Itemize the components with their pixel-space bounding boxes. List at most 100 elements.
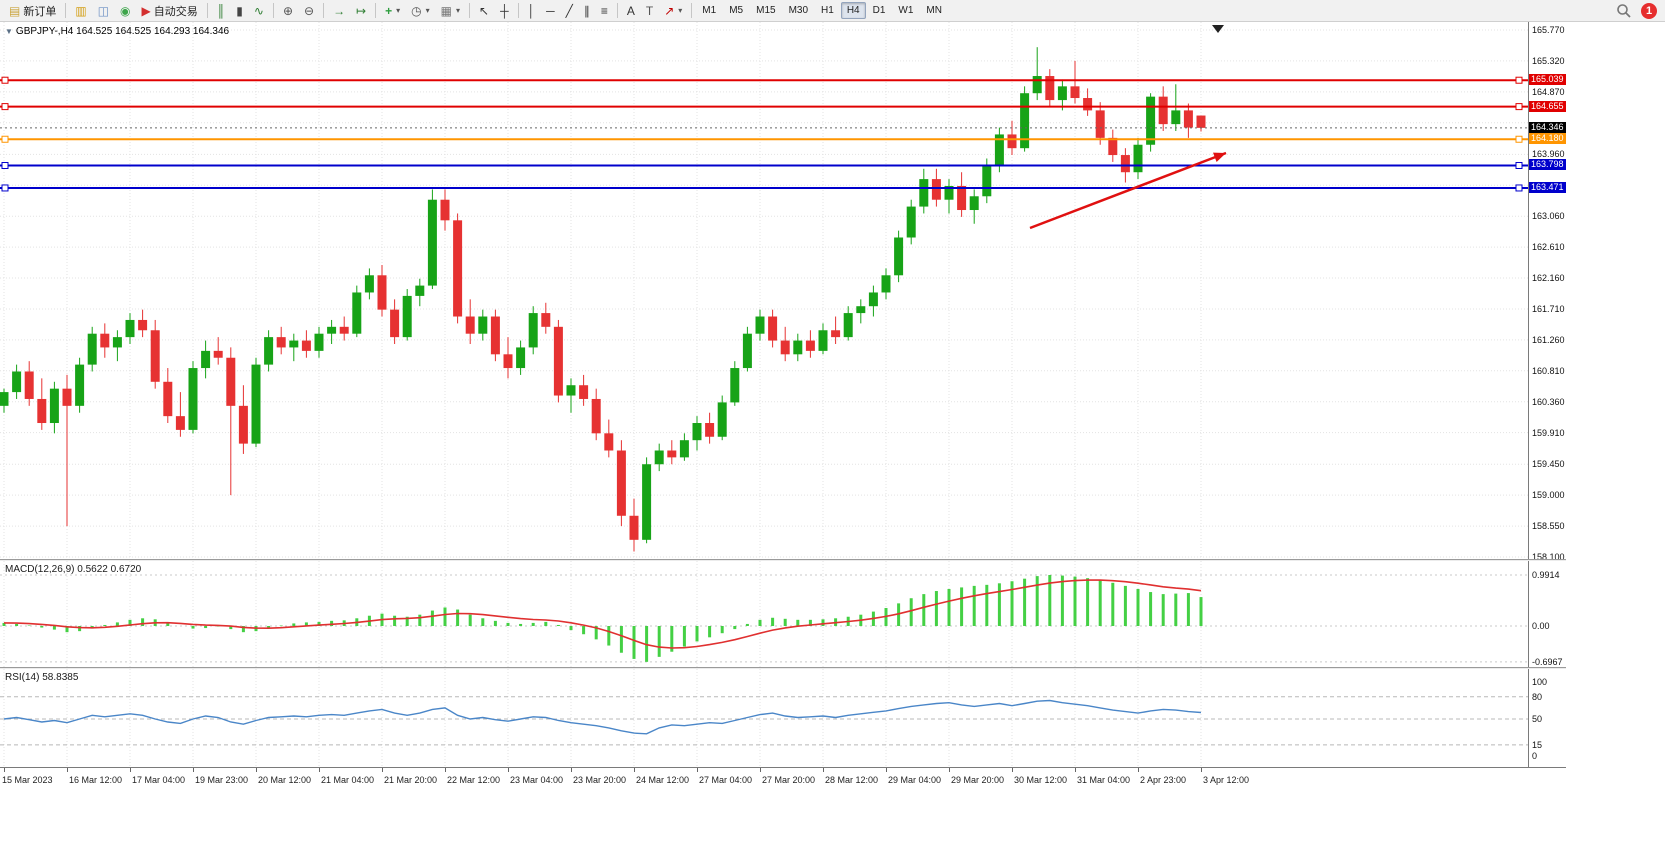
- notification-badge[interactable]: 1: [1641, 3, 1657, 19]
- main-chart-plot[interactable]: [0, 22, 1528, 559]
- time-label: 27 Mar 04:00: [699, 775, 753, 785]
- navigator-button[interactable]: ◉: [115, 2, 135, 20]
- panel-splitter[interactable]: [0, 667, 1566, 669]
- toolbar-right: 1: [1616, 2, 1657, 20]
- timeframe-h1-button[interactable]: H1: [815, 2, 840, 19]
- price-axis-label: 163.060: [1532, 211, 1565, 222]
- trendline-button[interactable]: ╱: [561, 2, 578, 20]
- grid: [0, 22, 1528, 559]
- panel-splitter[interactable]: [0, 559, 1566, 561]
- time-tick: [445, 768, 446, 772]
- zoom-in-button[interactable]: ⊕: [278, 2, 298, 20]
- timeframe-h4-button[interactable]: H4: [840, 2, 866, 19]
- text-button[interactable]: A: [622, 2, 640, 20]
- timeframe-d1-button[interactable]: D1: [867, 2, 892, 19]
- line-icon: ∿: [253, 3, 264, 18]
- time-axis[interactable]: 15 Mar 2023 16 Mar 12:00 17 Mar 04:00 19 Ma…: [0, 767, 1566, 790]
- price-level-tag: 165.039: [1529, 74, 1566, 86]
- equidistant-channel-button[interactable]: ∥: [579, 2, 595, 20]
- price-axis-label: 158.550: [1532, 521, 1565, 532]
- candles: [0, 47, 1206, 552]
- time-label: 29 Mar 04:00: [888, 775, 942, 785]
- time-tick: [382, 768, 383, 772]
- indicators-button[interactable]: + ▾: [380, 2, 405, 20]
- candlestick-chart-button[interactable]: ▮: [231, 2, 248, 20]
- cursor-button[interactable]: ↖: [474, 2, 494, 20]
- horizontal-line-button[interactable]: ─: [541, 2, 560, 20]
- time-tick: [886, 768, 887, 772]
- chart-collapse-arrow-icon[interactable]: ▼: [5, 27, 13, 36]
- rsi-axis-label: 0: [1532, 751, 1538, 761]
- search-icon[interactable]: [1616, 3, 1632, 19]
- auto-scroll-icon: →: [333, 3, 346, 18]
- time-tick: [193, 768, 194, 772]
- chart-shift-button[interactable]: ↦: [351, 2, 371, 20]
- time-tick: [697, 768, 698, 772]
- timeframe-w1-button[interactable]: W1: [892, 2, 919, 19]
- trend-arrow[interactable]: [1029, 151, 1227, 230]
- price-axis-label: 162.160: [1532, 273, 1565, 284]
- timeframe-m15-button[interactable]: M15: [750, 2, 781, 19]
- toolbar-separator: [616, 3, 618, 18]
- auto-scroll-button[interactable]: →: [328, 2, 350, 20]
- time-tick: [67, 768, 68, 772]
- rsi-scale[interactable]: 100 80 50 15 0: [1528, 669, 1566, 767]
- vline-icon: │: [527, 3, 536, 18]
- zoom-in-icon: ⊕: [282, 3, 293, 18]
- indicators-icon: +: [385, 3, 393, 18]
- toolbar-separator: [323, 3, 325, 18]
- macd-panel[interactable]: MACD(12,26,9) 0.5622 0.6720 0.9914 0.00 -0…: [0, 561, 1566, 667]
- price-scale[interactable]: 165.770 165.320 164.870 163.960 163.060 162.6…: [1528, 22, 1566, 559]
- hline-icon: ─: [546, 3, 555, 18]
- timeframe-m1-button[interactable]: M1: [696, 2, 722, 19]
- text-label-button[interactable]: T: [641, 2, 658, 20]
- clock-icon: ◷: [411, 3, 422, 18]
- arrows-button[interactable]: ↗ ▾: [659, 2, 687, 20]
- rsi-panel[interactable]: RSI(14) 58.8385 100 80 50 15 0: [0, 669, 1566, 767]
- toolbar-separator: [517, 3, 519, 18]
- line-chart-button[interactable]: ∿: [249, 2, 269, 20]
- chart-shift-marker[interactable]: [1212, 25, 1224, 33]
- timeframe-m5-button[interactable]: M5: [723, 2, 749, 19]
- market-watch-button[interactable]: ▥: [70, 2, 91, 20]
- label-icon: T: [645, 3, 654, 18]
- macd-scale[interactable]: 0.9914 0.00 -0.6967: [1528, 561, 1566, 667]
- time-tick: [319, 768, 320, 772]
- price-axis-label: 159.000: [1532, 490, 1565, 501]
- time-tick: [949, 768, 950, 772]
- price-axis-label: 158.100: [1532, 551, 1565, 559]
- bar-chart-button[interactable]: ║: [212, 2, 231, 20]
- time-label: 19 Mar 23:00: [195, 775, 249, 785]
- time-tick: [571, 768, 572, 772]
- fibonacci-button[interactable]: ≡: [596, 2, 613, 20]
- autotrading-button[interactable]: ▶ 自动交易: [137, 2, 203, 20]
- vertical-line-button[interactable]: │: [523, 2, 541, 20]
- time-tick: [760, 768, 761, 772]
- data-window-icon: ◫: [97, 3, 110, 18]
- rsi-axis-label: 80: [1532, 691, 1543, 702]
- time-tick: [256, 768, 257, 772]
- timeframe-m30-button[interactable]: M30: [783, 2, 814, 19]
- rsi-axis-label: 15: [1532, 739, 1543, 750]
- rsi-plot: [0, 669, 1528, 767]
- crosshair-button[interactable]: ┼: [495, 2, 514, 20]
- chevron-down-icon: ▾: [425, 6, 430, 15]
- time-label: 21 Mar 04:00: [321, 775, 375, 785]
- rsi-name: RSI(14): [5, 672, 40, 683]
- toolbar-buttons: ▤ 新订单 ▥ ◫ ◉ ▶ 自动交易 ║ ▮ ∿ ⊕ ⊖ → ↦ + ▾ ◷ ▾ ▦ ▾ ↖ ┼ │ ─ ╱ ∥ ≡ A T ↗ ▾ M1 M5…: [0, 0, 948, 22]
- main-chart-panel[interactable]: ▼ GBPJPY-,H4 164.525 164.525 164.293 164.…: [0, 22, 1566, 559]
- new-order-button[interactable]: ▤ 新订单: [4, 2, 61, 20]
- chart-title: ▼ GBPJPY-,H4 164.525 164.525 164.293 164.…: [5, 26, 229, 37]
- time-label: 16 Mar 12:00: [69, 775, 123, 785]
- price-level-tag: 164.180: [1529, 133, 1566, 145]
- templates-button[interactable]: ▦ ▾: [436, 2, 465, 20]
- data-window-button[interactable]: ◫: [93, 2, 114, 20]
- price-axis-label: 164.870: [1532, 86, 1565, 97]
- zoom-out-button[interactable]: ⊖: [299, 2, 319, 20]
- toolbar-separator: [469, 3, 471, 18]
- horizontal-level-lines[interactable]: [0, 76, 1528, 192]
- periods-button[interactable]: ◷ ▾: [406, 2, 435, 20]
- macd-axis-label: 0.00: [1532, 621, 1550, 631]
- new-order-button-label: 新订单: [23, 5, 57, 18]
- timeframe-mn-button[interactable]: MN: [920, 2, 948, 19]
